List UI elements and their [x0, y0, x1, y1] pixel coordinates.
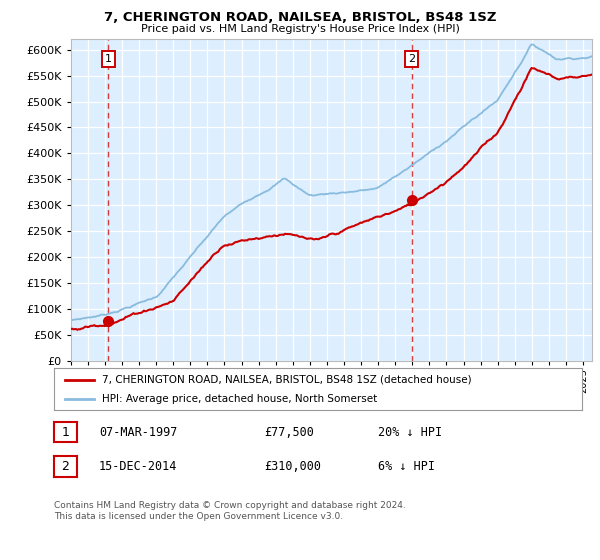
- Text: 07-MAR-1997: 07-MAR-1997: [99, 426, 178, 439]
- Text: £77,500: £77,500: [264, 426, 314, 439]
- Text: 6% ↓ HPI: 6% ↓ HPI: [378, 460, 435, 473]
- Text: 7, CHERINGTON ROAD, NAILSEA, BRISTOL, BS48 1SZ (detached house): 7, CHERINGTON ROAD, NAILSEA, BRISTOL, BS…: [101, 375, 471, 385]
- Text: Price paid vs. HM Land Registry's House Price Index (HPI): Price paid vs. HM Land Registry's House …: [140, 24, 460, 34]
- Text: HPI: Average price, detached house, North Somerset: HPI: Average price, detached house, Nort…: [101, 394, 377, 404]
- Text: 2: 2: [61, 460, 70, 473]
- Text: Contains HM Land Registry data © Crown copyright and database right 2024.
This d: Contains HM Land Registry data © Crown c…: [54, 501, 406, 521]
- Text: £310,000: £310,000: [264, 460, 321, 473]
- Text: 1: 1: [61, 426, 70, 439]
- Text: 7, CHERINGTON ROAD, NAILSEA, BRISTOL, BS48 1SZ: 7, CHERINGTON ROAD, NAILSEA, BRISTOL, BS…: [104, 11, 496, 24]
- Text: 15-DEC-2014: 15-DEC-2014: [99, 460, 178, 473]
- Text: 1: 1: [104, 54, 112, 64]
- Text: 20% ↓ HPI: 20% ↓ HPI: [378, 426, 442, 439]
- Text: 2: 2: [408, 54, 415, 64]
